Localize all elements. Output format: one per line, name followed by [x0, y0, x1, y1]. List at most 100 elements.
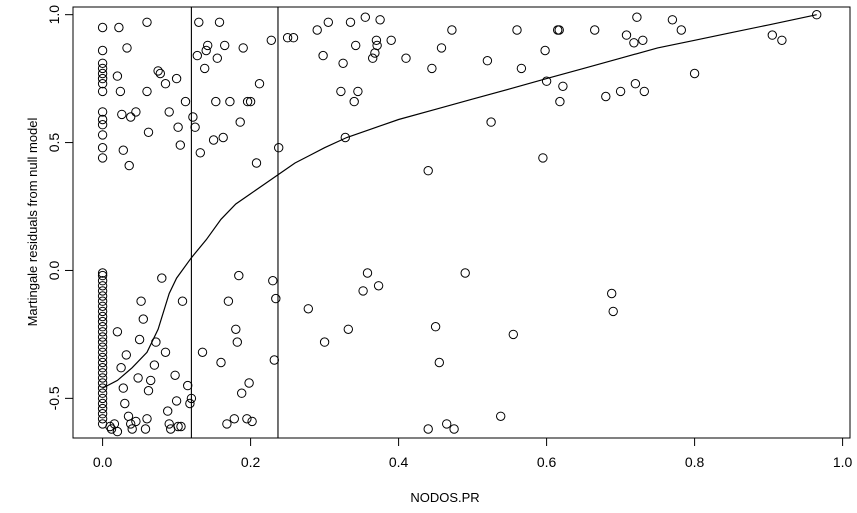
data-point	[541, 76, 552, 86]
data-point	[216, 357, 226, 368]
data-point	[360, 12, 370, 22]
x-tick-label: 0.4	[389, 454, 409, 470]
smooth-line	[102, 14, 817, 389]
data-point	[153, 66, 163, 76]
y-tick-label: 0.0	[46, 261, 62, 281]
data-point	[222, 419, 232, 429]
data-point	[163, 406, 173, 416]
smooth-curve	[102, 14, 817, 389]
y-tick-label: 1.0	[46, 5, 62, 25]
data-point	[220, 40, 230, 51]
data-point	[143, 386, 154, 396]
data-point	[345, 17, 356, 27]
y-axis-label: Martingale residuals from null model	[25, 117, 40, 326]
x-tick-label: 0.6	[537, 454, 557, 470]
data-point	[188, 112, 198, 122]
data-point	[97, 316, 108, 327]
data-point	[160, 347, 171, 357]
data-point	[142, 17, 152, 27]
data-point	[116, 363, 126, 373]
data-point	[97, 368, 108, 378]
data-point	[508, 329, 518, 340]
data-point	[254, 79, 265, 89]
data-point	[97, 73, 108, 84]
y-tick-label: -0.5	[46, 386, 62, 410]
y-axis: -0.5 0.0 0.5 1.0	[46, 5, 73, 410]
data-point	[171, 396, 182, 406]
data-point	[449, 424, 459, 434]
data-point	[97, 270, 108, 281]
data-point	[303, 304, 313, 314]
data-point	[131, 416, 141, 427]
data-point	[183, 380, 193, 391]
data-point	[117, 109, 127, 120]
data-point	[164, 419, 174, 429]
data-point	[242, 96, 253, 107]
data-point	[97, 301, 108, 311]
data-point	[340, 132, 350, 143]
data-point	[97, 332, 108, 342]
data-point	[151, 337, 161, 347]
data-point	[203, 40, 213, 51]
data-point	[142, 86, 152, 97]
data-point	[126, 112, 136, 122]
data-point	[375, 15, 385, 25]
data-point	[136, 296, 146, 306]
data-point	[368, 53, 378, 63]
data-point	[323, 17, 333, 27]
data-point	[197, 347, 208, 357]
y-tick-label: 0.5	[46, 133, 62, 153]
data-point	[115, 86, 126, 97]
data-point	[97, 373, 108, 383]
data-point	[229, 414, 240, 424]
data-point	[97, 337, 108, 347]
data-point	[496, 411, 506, 421]
data-point	[540, 45, 550, 56]
data-point	[676, 25, 686, 35]
data-point	[460, 268, 470, 278]
data-point	[112, 426, 123, 437]
data-point	[97, 363, 108, 373]
x-tick-label: 1.0	[833, 454, 853, 470]
data-point	[223, 296, 234, 306]
data-point	[140, 424, 151, 434]
data-point	[124, 160, 134, 171]
data-point	[638, 35, 648, 45]
data-point	[173, 122, 183, 132]
data-point	[621, 30, 632, 40]
data-point	[590, 25, 600, 35]
data-point	[143, 127, 154, 138]
data-point	[242, 414, 252, 424]
data-point	[164, 107, 174, 117]
x-tick-label: 0.2	[241, 454, 261, 470]
data-point	[97, 352, 108, 363]
data-point	[112, 71, 123, 81]
data-point	[238, 43, 248, 53]
data-point	[336, 86, 346, 97]
data-point	[338, 58, 348, 68]
data-point	[97, 286, 108, 296]
data-point	[97, 107, 108, 117]
data-point	[214, 17, 225, 27]
data-point	[486, 117, 496, 127]
data-point	[269, 355, 279, 365]
data-point	[208, 135, 219, 145]
data-point	[430, 322, 441, 332]
data-point	[434, 357, 444, 368]
data-point	[558, 81, 568, 92]
data-point	[231, 324, 241, 334]
data-point	[97, 153, 108, 163]
data-point	[97, 327, 108, 337]
data-point	[401, 53, 411, 63]
data-point	[97, 22, 108, 33]
data-point	[97, 414, 108, 424]
plot-frame	[72, 6, 851, 439]
data-point	[554, 25, 564, 35]
data-point	[630, 79, 641, 89]
data-point	[245, 96, 256, 107]
data-point	[427, 63, 437, 74]
data-point	[186, 393, 197, 404]
data-point	[97, 296, 108, 306]
data-point	[351, 40, 361, 51]
data-point	[97, 120, 108, 130]
